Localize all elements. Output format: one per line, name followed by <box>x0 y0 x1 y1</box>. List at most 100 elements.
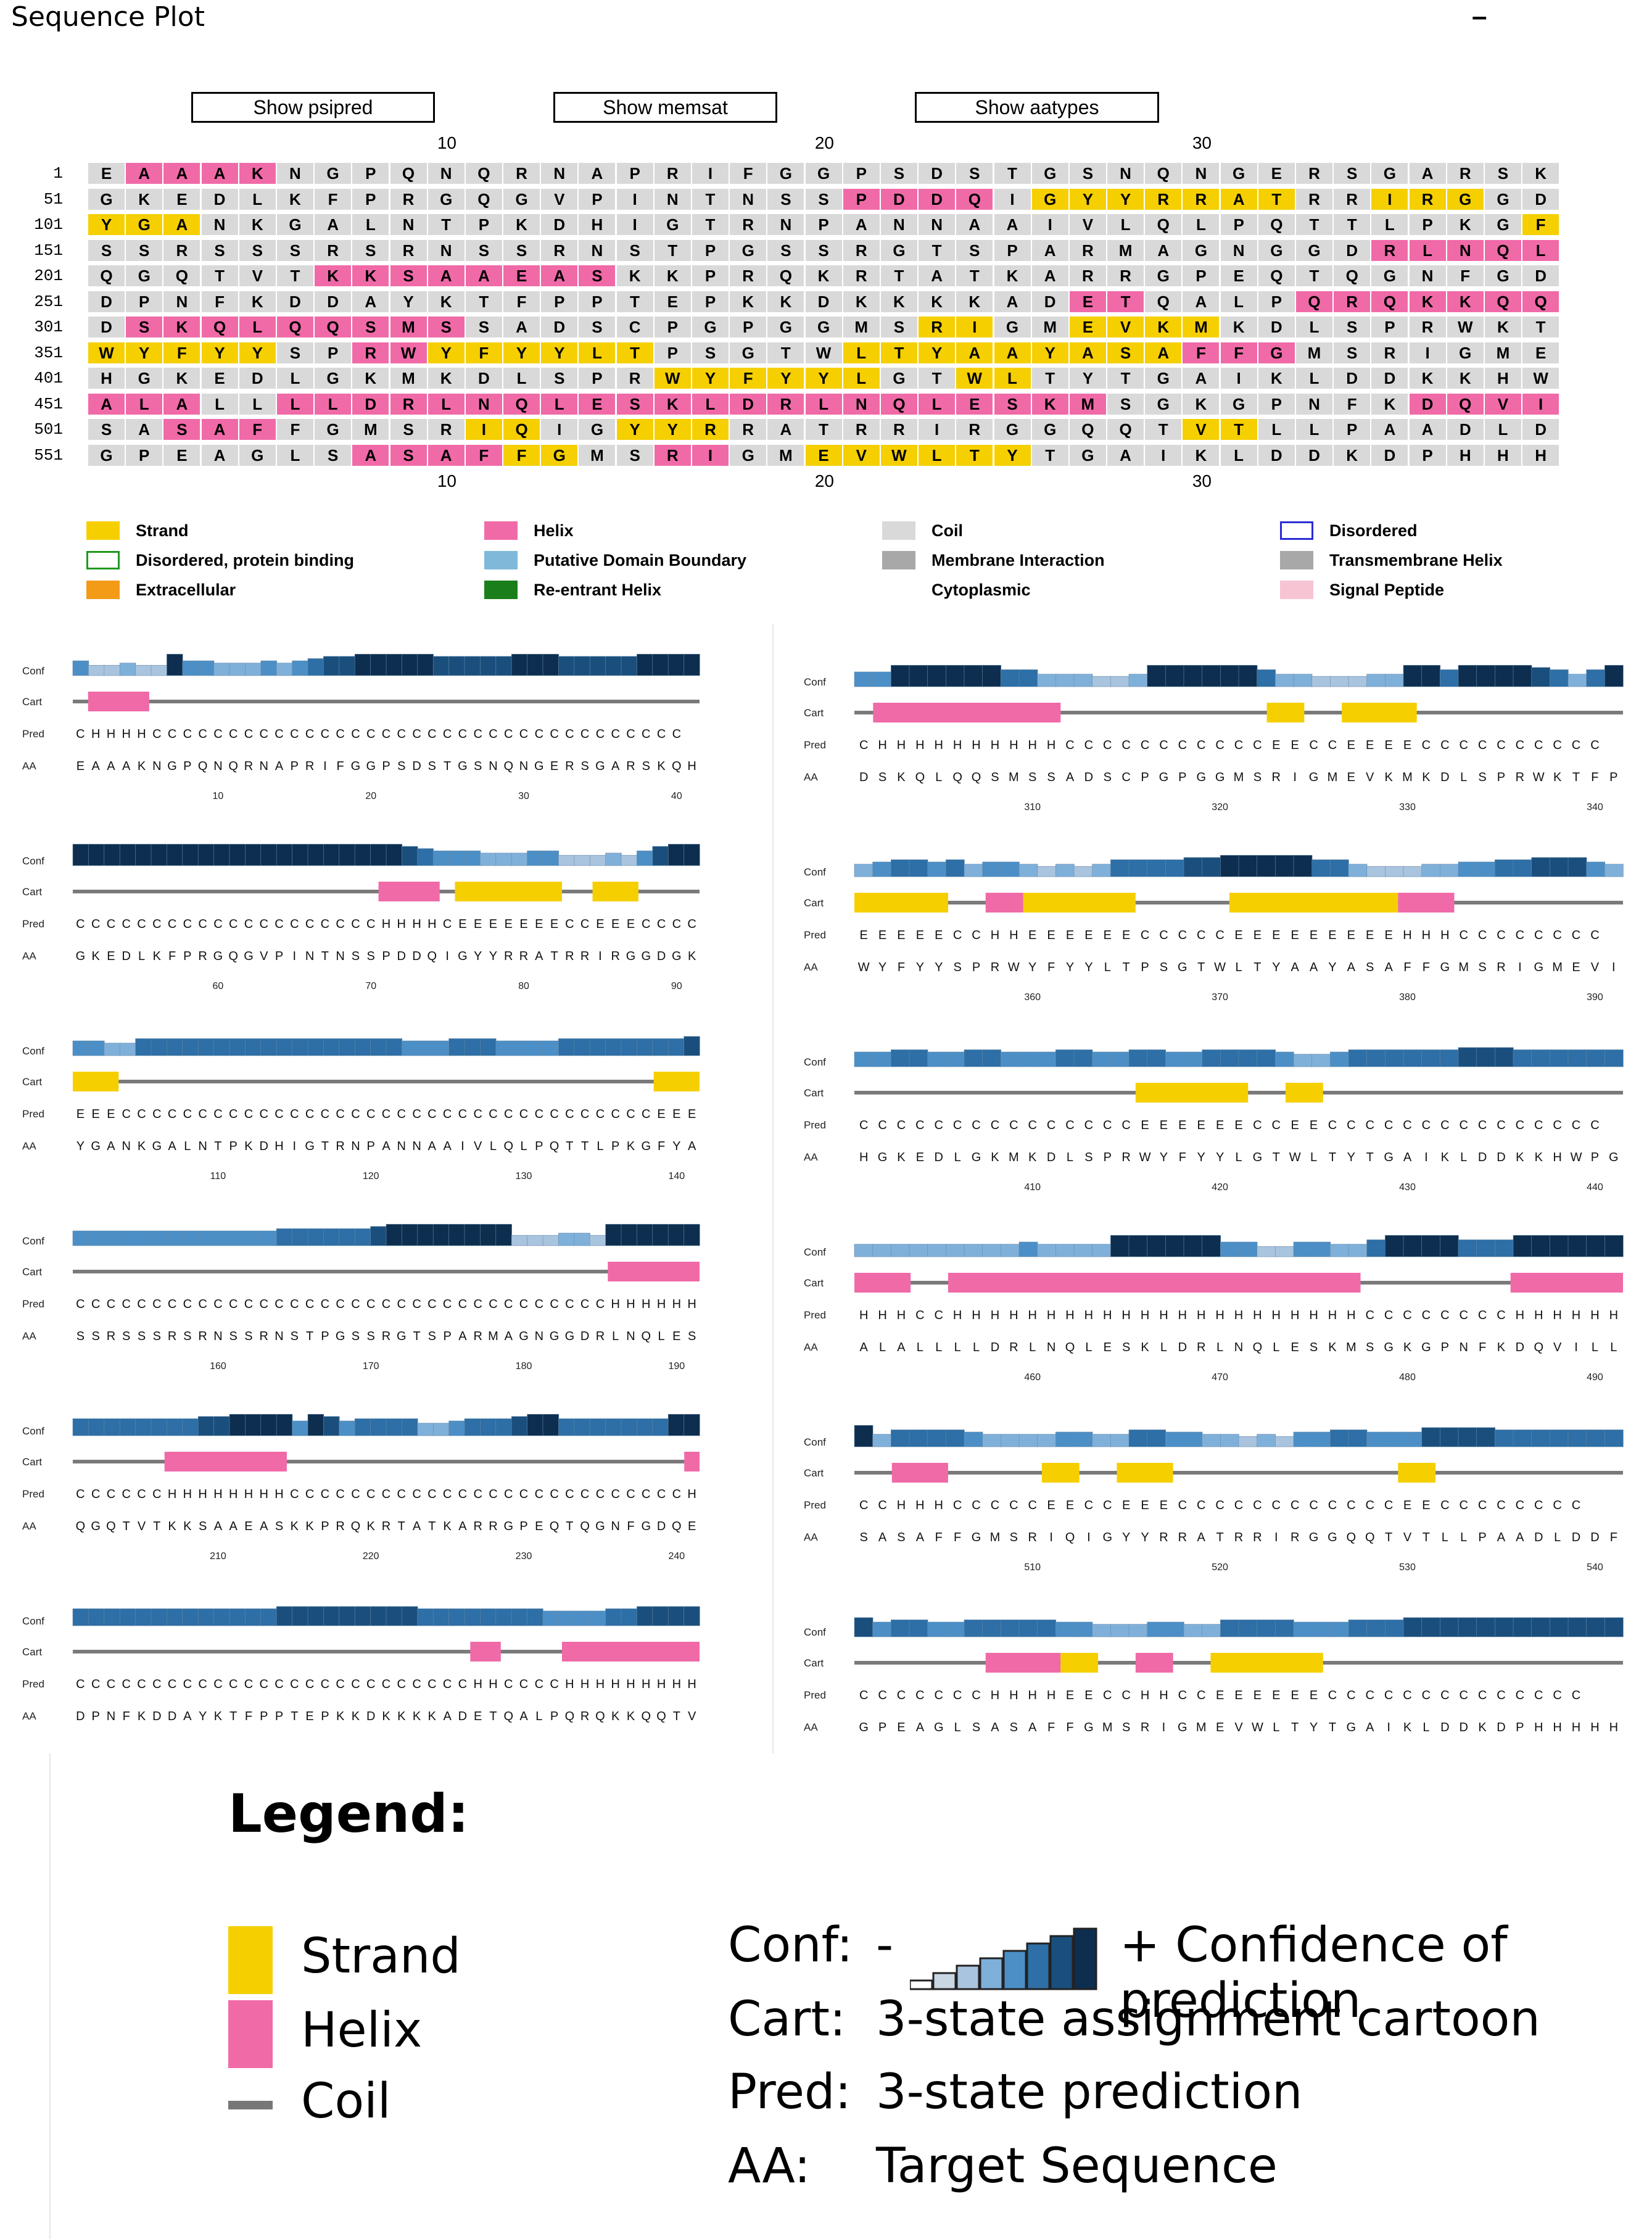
residue-cell[interactable]: V <box>1484 393 1521 415</box>
residue-cell[interactable]: P <box>579 291 616 312</box>
residue-cell[interactable]: A <box>427 265 465 286</box>
residue-cell[interactable]: G <box>1069 444 1106 466</box>
residue-cell[interactable]: N <box>579 239 616 261</box>
residue-cell[interactable]: K <box>1447 214 1484 235</box>
residue-cell[interactable]: Q <box>465 163 502 184</box>
residue-cell[interactable]: T <box>465 291 502 312</box>
residue-cell[interactable]: G <box>1258 342 1295 363</box>
residue-cell[interactable]: L <box>919 393 956 415</box>
residue-cell[interactable]: D <box>88 291 125 312</box>
residue-cell[interactable]: A <box>126 163 163 184</box>
residue-cell[interactable]: T <box>805 419 842 440</box>
residue-cell[interactable]: A <box>1145 239 1182 261</box>
residue-cell[interactable]: P <box>1183 265 1220 286</box>
residue-cell[interactable]: W <box>880 444 917 466</box>
residue-cell[interactable]: F <box>465 444 502 466</box>
residue-cell[interactable]: M <box>1484 342 1521 363</box>
residue-cell[interactable]: G <box>1220 393 1257 415</box>
residue-cell[interactable]: A <box>767 419 804 440</box>
residue-cell[interactable]: K <box>1447 291 1484 312</box>
residue-cell[interactable]: D <box>1296 444 1332 466</box>
residue-cell[interactable]: G <box>1031 188 1068 210</box>
residue-cell[interactable]: Q <box>1258 265 1295 286</box>
residue-cell[interactable]: P <box>843 188 880 210</box>
residue-cell[interactable]: A <box>88 393 125 415</box>
residue-cell[interactable]: V <box>239 265 276 286</box>
residue-cell[interactable]: G <box>1447 342 1484 363</box>
residue-cell[interactable]: P <box>616 163 653 184</box>
residue-cell[interactable]: Y <box>503 342 540 363</box>
residue-cell[interactable]: G <box>805 317 842 337</box>
residue-cell[interactable]: A <box>201 163 238 184</box>
residue-cell[interactable]: K <box>1145 317 1182 337</box>
residue-cell[interactable]: R <box>427 419 465 440</box>
residue-cell[interactable]: D <box>1031 291 1068 312</box>
residue-cell[interactable]: K <box>239 163 276 184</box>
residue-cell[interactable]: T <box>427 214 465 235</box>
residue-cell[interactable]: D <box>1334 239 1371 261</box>
residue-cell[interactable]: T <box>1107 368 1144 389</box>
residue-cell[interactable]: R <box>730 265 767 286</box>
residue-cell[interactable]: S <box>465 239 502 261</box>
residue-cell[interactable]: P <box>692 291 729 312</box>
residue-cell[interactable]: K <box>276 188 313 210</box>
residue-cell[interactable]: A <box>956 214 993 235</box>
residue-cell[interactable]: I <box>1409 342 1446 363</box>
residue-cell[interactable]: F <box>276 419 313 440</box>
residue-cell[interactable]: K <box>843 291 880 312</box>
residue-cell[interactable]: F <box>503 291 540 312</box>
residue-cell[interactable]: Y <box>427 342 465 363</box>
residue-cell[interactable]: T <box>1145 419 1182 440</box>
residue-cell[interactable]: A <box>956 342 993 363</box>
residue-cell[interactable]: N <box>767 214 804 235</box>
residue-cell[interactable]: E <box>579 393 616 415</box>
residue-cell[interactable]: R <box>919 317 956 337</box>
residue-cell[interactable]: T <box>692 214 729 235</box>
residue-cell[interactable]: I <box>465 419 502 440</box>
residue-cell[interactable]: D <box>1371 368 1408 389</box>
residue-cell[interactable]: P <box>1371 317 1408 337</box>
residue-cell[interactable]: Q <box>503 393 540 415</box>
residue-cell[interactable]: G <box>767 163 804 184</box>
residue-cell[interactable]: G <box>880 239 917 261</box>
residue-cell[interactable]: N <box>1183 163 1220 184</box>
residue-cell[interactable]: S <box>1069 163 1106 184</box>
residue-cell[interactable]: R <box>1409 188 1446 210</box>
residue-cell[interactable]: K <box>1371 393 1408 415</box>
residue-cell[interactable]: G <box>880 368 917 389</box>
residue-cell[interactable]: P <box>1220 214 1257 235</box>
residue-cell[interactable]: K <box>163 368 200 389</box>
residue-cell[interactable]: E <box>1258 163 1295 184</box>
residue-cell[interactable]: R <box>843 419 880 440</box>
residue-cell[interactable]: Y <box>1069 368 1106 389</box>
residue-cell[interactable]: K <box>956 291 993 312</box>
residue-cell[interactable]: S <box>352 317 389 337</box>
residue-cell[interactable]: S <box>352 239 389 261</box>
residue-cell[interactable]: G <box>1371 163 1408 184</box>
residue-cell[interactable]: R <box>692 419 729 440</box>
residue-cell[interactable]: V <box>843 444 880 466</box>
residue-cell[interactable]: Q <box>390 163 427 184</box>
residue-cell[interactable]: G <box>767 317 804 337</box>
residue-cell[interactable]: R <box>880 419 917 440</box>
residue-cell[interactable]: Y <box>919 342 956 363</box>
residue-cell[interactable]: M <box>1183 317 1220 337</box>
residue-cell[interactable]: S <box>390 444 427 466</box>
residue-cell[interactable]: Y <box>390 291 427 312</box>
residue-cell[interactable]: I <box>1145 444 1182 466</box>
residue-cell[interactable]: A <box>352 444 389 466</box>
residue-cell[interactable]: P <box>1409 444 1446 466</box>
residue-cell[interactable]: L <box>541 393 578 415</box>
residue-cell[interactable]: N <box>541 163 578 184</box>
residue-cell[interactable]: G <box>276 214 313 235</box>
residue-cell[interactable]: P <box>126 444 163 466</box>
residue-cell[interactable]: K <box>1334 444 1371 466</box>
residue-cell[interactable]: S <box>541 368 578 389</box>
residue-cell[interactable]: M <box>1296 342 1332 363</box>
residue-cell[interactable]: L <box>503 368 540 389</box>
residue-cell[interactable]: P <box>654 342 691 363</box>
residue-cell[interactable]: F <box>1334 393 1371 415</box>
residue-cell[interactable]: P <box>315 342 352 363</box>
residue-cell[interactable]: G <box>654 214 691 235</box>
residue-cell[interactable]: K <box>503 214 540 235</box>
